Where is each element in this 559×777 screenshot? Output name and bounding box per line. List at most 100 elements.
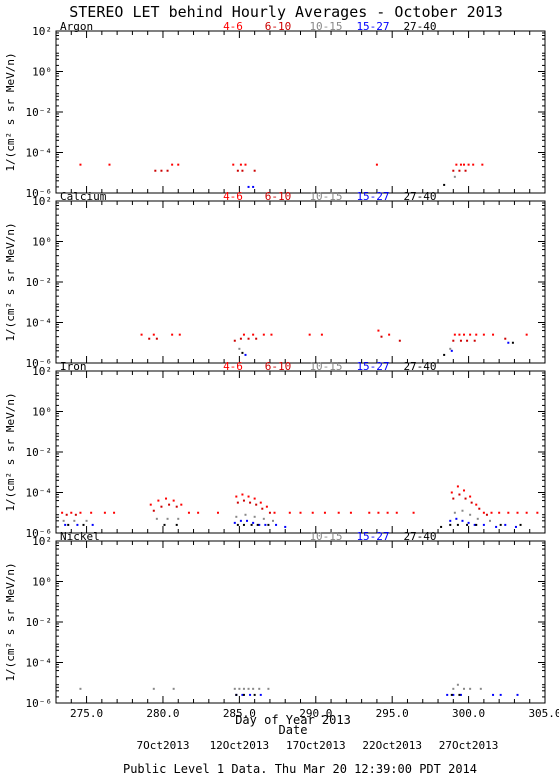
- data-point-10-15: [452, 687, 455, 690]
- legend-entry: 10-15: [309, 360, 342, 373]
- data-point-4-6: [463, 333, 466, 336]
- y-tick-label: 10⁻⁶: [26, 357, 53, 370]
- data-point-6-10: [470, 501, 473, 504]
- data-point-6-10: [473, 339, 476, 342]
- data-point-15-27: [461, 519, 464, 522]
- data-point-6-10: [452, 497, 455, 500]
- data-point-6-10: [74, 513, 77, 516]
- data-point-4-6: [172, 499, 175, 502]
- data-point-27-40: [175, 523, 178, 526]
- data-point-10-15: [166, 517, 169, 520]
- data-point-10-15: [456, 683, 459, 686]
- data-point-10-15: [476, 517, 479, 520]
- data-point-4-6: [377, 511, 380, 514]
- data-point-4-6: [140, 333, 143, 336]
- data-point-15-27: [64, 523, 67, 526]
- data-point-4-6: [463, 489, 466, 492]
- data-point-4-6: [525, 333, 528, 336]
- panel-nickel: 10² 10⁰ 10⁻² 10⁻⁴ 10⁻⁶ Nickel 10-15 15-27 27-40 1…: [4, 530, 559, 720]
- legend-entry: 10-15: [309, 20, 342, 33]
- data-point-27-40: [67, 523, 70, 526]
- data-point-4-6: [216, 511, 219, 514]
- data-point-4-6: [516, 511, 519, 514]
- date-axis-label: Date: [279, 723, 308, 737]
- legend-entry: 15-27: [356, 20, 389, 33]
- x-tick-label: 280.0: [146, 707, 179, 720]
- data-point-27-40: [458, 693, 461, 696]
- legend-entry: 4-6: [223, 20, 243, 33]
- legend-entry: 4-6: [223, 190, 243, 203]
- data-point-4-6: [90, 511, 93, 514]
- data-point-4-6: [536, 511, 539, 514]
- data-point-4-6: [270, 333, 273, 336]
- data-point-4-6: [412, 511, 415, 514]
- data-point-6-10: [233, 339, 236, 342]
- data-point-10-15: [267, 687, 270, 690]
- date-axis: 7Oct2013 12Oct2013 17Oct2013 22Oct2013 27Oct…: [136, 739, 498, 752]
- data-point-4-6: [450, 491, 453, 494]
- legend-entry: 4-6: [223, 360, 243, 373]
- data-point-6-10: [152, 509, 155, 512]
- x-tick-label: 300.0: [452, 707, 485, 720]
- data-point-4-6: [157, 499, 160, 502]
- data-point-15-27: [514, 525, 517, 528]
- data-point-4-6: [299, 511, 302, 514]
- y-tick-label: 10⁻⁶: [26, 697, 53, 710]
- data-point-10-15: [73, 519, 76, 522]
- data-point-4-6: [456, 485, 459, 488]
- date-tick-label: 7Oct2013: [136, 739, 189, 752]
- data-point-4-6: [171, 163, 174, 166]
- data-point-10-15: [233, 687, 236, 690]
- data-point-4-6: [492, 333, 495, 336]
- data-point-6-10: [175, 505, 178, 508]
- data-point-27-40: [440, 525, 443, 528]
- data-point-15-27: [244, 353, 247, 356]
- data-point-4-6: [308, 333, 311, 336]
- data-point-15-27: [233, 521, 236, 524]
- y-tick-label: 10⁻²: [26, 106, 53, 119]
- data-point-15-27: [455, 517, 458, 520]
- data-point-4-6: [70, 511, 73, 514]
- data-point-27-40: [82, 523, 85, 526]
- data-point-4-6: [337, 511, 340, 514]
- data-point-4-6: [241, 493, 244, 496]
- data-point-4-6: [472, 163, 475, 166]
- data-point-27-40: [267, 523, 270, 526]
- data-point-10-15: [238, 687, 241, 690]
- y-tick-label: 10⁰: [32, 66, 52, 79]
- x-tick-label: 290.0: [299, 707, 332, 720]
- data-point-4-6: [467, 163, 470, 166]
- data-point-6-10: [478, 507, 481, 510]
- data-point-4-6: [288, 511, 291, 514]
- data-point-4-6: [253, 497, 256, 500]
- data-point-27-40: [511, 341, 514, 344]
- data-point-27-40: [449, 523, 452, 526]
- data-point-10-15: [62, 519, 65, 522]
- y-tick-label: 10⁻⁴: [26, 657, 53, 670]
- plot-frame: [55, 200, 546, 364]
- y-tick-label: 10²: [32, 195, 52, 208]
- y-tick-label: 10²: [32, 25, 52, 38]
- data-point-4-6: [242, 333, 245, 336]
- panels: 10² 10⁰ 10⁻² 10⁻⁴ 10⁻⁶ Argon 4-6 6-10 10-15 15-27…: [4, 20, 559, 720]
- data-point-27-40: [236, 523, 239, 526]
- data-point-4-6: [177, 163, 180, 166]
- data-point-15-27: [247, 185, 250, 188]
- data-point-6-10: [168, 503, 171, 506]
- legend-entry: 10-15: [309, 530, 342, 543]
- y-tick-label: 10⁻⁴: [26, 317, 53, 330]
- legend-entry: 15-27: [356, 190, 389, 203]
- date-tick-label: 22Oct2013: [362, 739, 422, 752]
- data-point-4-6: [482, 511, 485, 514]
- data-point-10-15: [85, 519, 88, 522]
- data-point-4-6: [232, 163, 235, 166]
- data-point-6-10: [160, 505, 163, 508]
- data-point-10-15: [469, 687, 472, 690]
- data-point-15-27: [516, 693, 519, 696]
- data-point-10-15: [244, 513, 247, 516]
- data-point-15-27: [241, 693, 244, 696]
- data-point-4-6: [239, 163, 242, 166]
- data-point-4-6: [463, 163, 466, 166]
- data-point-4-6: [244, 163, 247, 166]
- data-point-6-10: [241, 169, 244, 172]
